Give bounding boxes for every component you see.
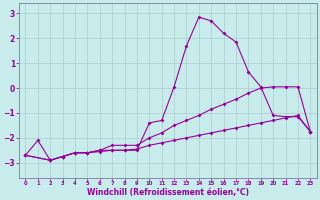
X-axis label: Windchill (Refroidissement éolien,°C): Windchill (Refroidissement éolien,°C): [87, 188, 249, 197]
